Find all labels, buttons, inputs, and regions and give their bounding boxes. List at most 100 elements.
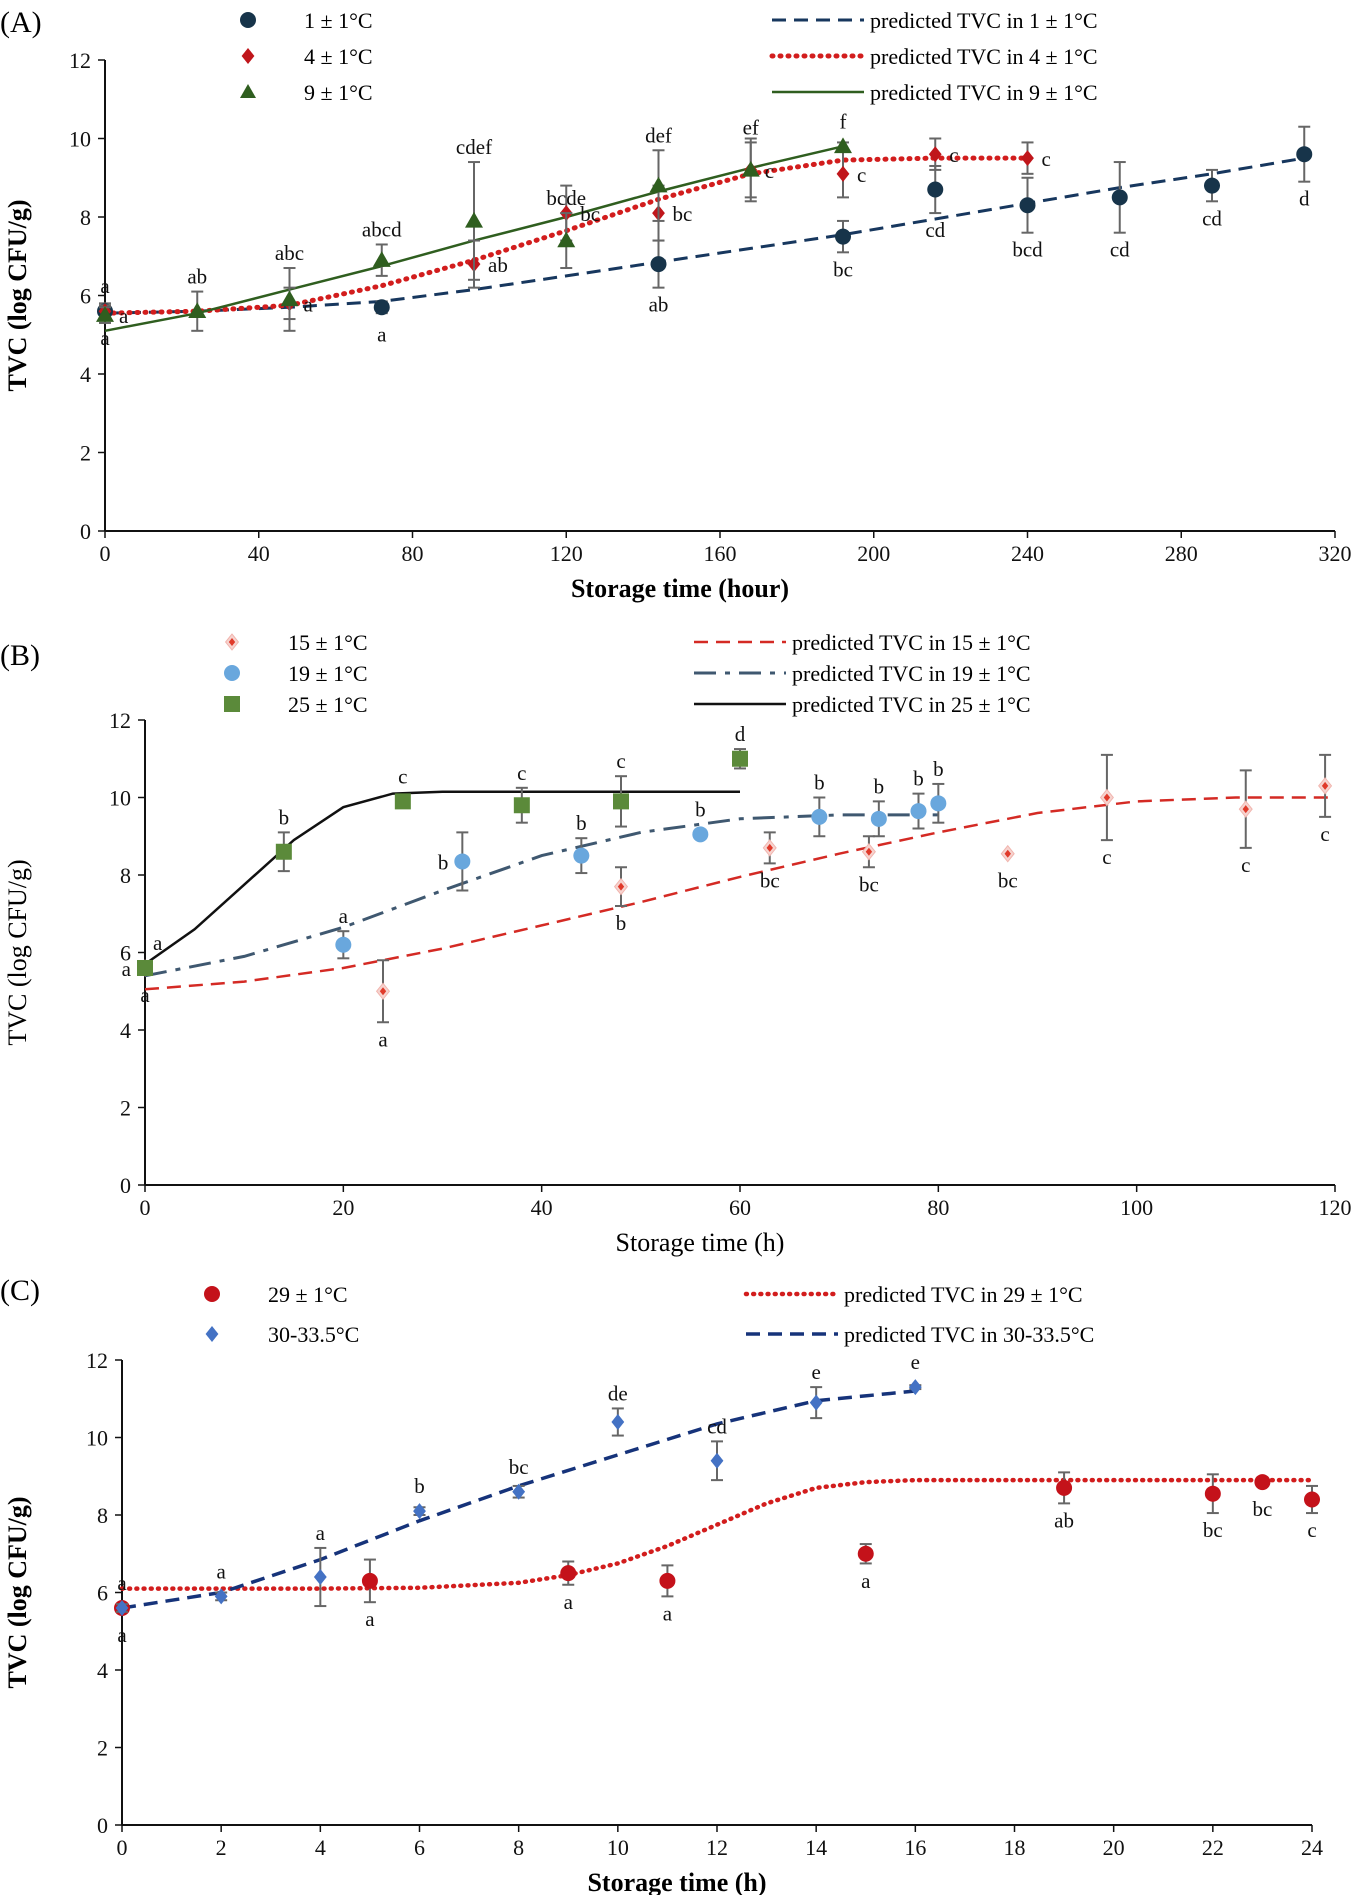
data-point: [811, 808, 828, 825]
data-point: [611, 1414, 625, 1430]
significance-label: b: [874, 774, 885, 798]
y-tick-label: 8: [120, 863, 131, 888]
data-point: [809, 1394, 823, 1411]
data-point: [910, 803, 927, 820]
significance-label: a: [304, 292, 314, 316]
y-tick-label: 6: [80, 284, 91, 309]
significance-label: cd: [707, 1414, 727, 1438]
significance-label: cd: [925, 218, 945, 242]
data-point: [373, 299, 390, 316]
x-tick-label: 12: [706, 1835, 728, 1860]
x-tick-label: 2: [216, 1835, 227, 1860]
x-tick-label: 14: [805, 1835, 827, 1860]
legend-marker: [205, 1326, 219, 1342]
legend-label: predicted TVC in 1 ± 1°C: [870, 8, 1098, 33]
x-tick-label: 80: [402, 541, 424, 566]
data-point: [413, 1503, 426, 1520]
y-tick-label: 10: [109, 786, 131, 811]
significance-label: a: [117, 1571, 127, 1595]
y-tick-label: 6: [97, 1581, 108, 1606]
x-tick-label: 320: [1319, 541, 1352, 566]
data-point: [214, 1588, 228, 1605]
significance-label: bc: [1253, 1497, 1273, 1521]
x-tick-label: 200: [857, 541, 890, 566]
data-point: [836, 165, 850, 182]
y-tick-label: 0: [80, 519, 91, 544]
significance-label: d: [735, 722, 746, 746]
data-point: [1111, 189, 1128, 206]
x-tick-label: 10: [607, 1835, 629, 1860]
legend-marker: [224, 665, 240, 681]
data-point: [335, 936, 352, 953]
data-point: [465, 211, 483, 228]
significance-label: bcde: [546, 186, 586, 210]
x-tick-label: 0: [100, 541, 111, 566]
legend-label: 4 ± 1°C: [304, 44, 373, 69]
significance-label: c: [765, 159, 774, 183]
data-point: [1056, 1479, 1073, 1496]
curve-solid: [144, 790, 740, 966]
data-point: [1296, 146, 1313, 163]
curve-dotted: [119, 1477, 1315, 1591]
significance-label: a: [377, 322, 387, 346]
legend-label: predicted TVC in 4 ± 1°C: [870, 44, 1098, 69]
data-point: [512, 1483, 526, 1500]
x-tick-label: 20: [332, 1195, 354, 1220]
significance-label: bc: [580, 202, 600, 226]
y-tick-label: 8: [97, 1503, 108, 1528]
panel-letter: (A): [0, 6, 42, 39]
x-tick-label: 120: [1319, 1195, 1352, 1220]
curve-dashed: [104, 156, 1305, 315]
data-point: [930, 795, 947, 812]
significance-label: c: [616, 749, 625, 773]
data-point: [1000, 844, 1015, 863]
significance-label: de: [608, 1381, 628, 1405]
significance-label: a: [117, 1623, 127, 1647]
significance-label: b: [438, 850, 449, 874]
significance-label: a: [378, 1027, 388, 1051]
data-point: [375, 982, 391, 1001]
significance-label: e: [911, 1350, 920, 1374]
y-tick-label: 2: [97, 1736, 108, 1761]
significance-label: d: [1299, 187, 1310, 211]
x-tick-label: 60: [729, 1195, 751, 1220]
legend-marker: [224, 696, 240, 712]
significance-label: b: [913, 767, 924, 791]
y-axis-title: TVC (log CFU/g): [3, 199, 32, 391]
data-point: [275, 843, 292, 860]
legend-label: predicted TVC in 9 ± 1°C: [870, 80, 1098, 105]
data-point: [313, 1569, 327, 1585]
y-tick-label: 0: [97, 1813, 108, 1838]
legend-label: 15 ± 1°C: [288, 630, 368, 655]
legend-label: predicted TVC in 25 ± 1°C: [792, 692, 1031, 717]
data-point: [692, 826, 709, 843]
data-point: [1304, 1491, 1320, 1508]
x-axis-title: Storage time (h): [616, 1228, 785, 1257]
data-point: [857, 1545, 874, 1562]
significance-label: a: [217, 1559, 227, 1583]
data-point: [188, 302, 207, 318]
significance-label: a: [316, 1521, 326, 1545]
y-tick-label: 10: [86, 1426, 108, 1451]
significance-label: c: [1042, 147, 1051, 171]
x-tick-label: 18: [1004, 1835, 1026, 1860]
data-point: [573, 847, 590, 864]
significance-label: bc: [509, 1455, 529, 1479]
data-point: [1204, 1485, 1221, 1502]
significance-label: b: [933, 757, 944, 781]
significance-label: f: [840, 109, 847, 133]
data-point: [361, 1572, 378, 1589]
significance-label: b: [695, 797, 706, 821]
x-tick-label: 24: [1301, 1835, 1323, 1860]
significance-label: bc: [998, 869, 1018, 893]
panel-letter: (B): [0, 639, 40, 672]
x-tick-label: 4: [315, 1835, 326, 1860]
data-point: [560, 1565, 577, 1582]
x-tick-label: 8: [513, 1835, 524, 1860]
legend-marker: [224, 633, 240, 651]
data-point: [649, 176, 668, 193]
significance-label: bcd: [1012, 238, 1043, 262]
significance-label: c: [517, 761, 526, 785]
x-tick-label: 40: [248, 541, 270, 566]
